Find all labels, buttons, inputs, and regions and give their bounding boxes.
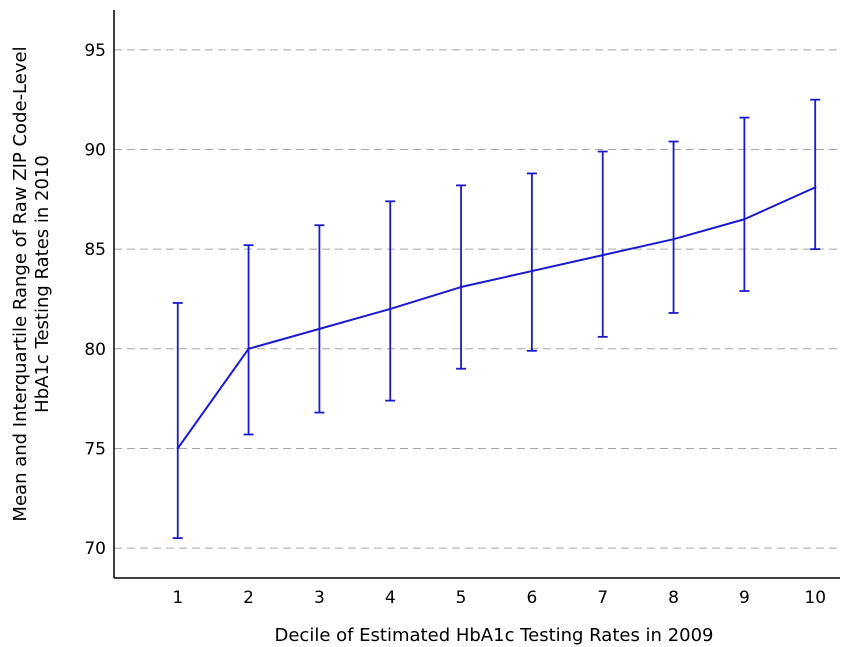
y-tick-label-95: 95 xyxy=(84,41,106,61)
x-tick-label-3: 3 xyxy=(314,588,325,608)
data-point-5 xyxy=(459,285,463,289)
data-point-4 xyxy=(389,307,392,311)
data-point-3 xyxy=(318,327,321,331)
error-bars xyxy=(172,98,821,540)
x-tick-label-5: 5 xyxy=(456,588,467,608)
y-tick-label-70: 70 xyxy=(84,539,106,559)
x-tick-label-10: 10 xyxy=(804,588,826,608)
x-tick-label-4: 4 xyxy=(385,588,396,608)
x-tick-label-7: 7 xyxy=(597,588,608,608)
x-tick-label-1: 1 xyxy=(172,588,183,608)
y-tick-label-80: 80 xyxy=(84,340,106,360)
data-point-6 xyxy=(530,269,534,273)
data-point-2 xyxy=(247,347,250,351)
grid-lines xyxy=(114,49,840,549)
data-point-10 xyxy=(814,186,817,189)
x-axis-title: Decile of Estimated HbA1c Testing Rates … xyxy=(274,625,713,646)
data-point-7 xyxy=(601,253,604,257)
series-line-0 xyxy=(176,186,816,450)
x-tick-label-2: 2 xyxy=(243,588,254,608)
x-tick-label-9: 9 xyxy=(739,588,750,608)
data-point-1 xyxy=(176,447,179,450)
y-tick-label-75: 75 xyxy=(84,439,106,459)
y-tick-labels: 70 75 80 85 90 95 xyxy=(84,41,106,559)
series-layer xyxy=(176,186,817,450)
x-tick-label-6: 6 xyxy=(526,588,537,608)
y-tick-label-90: 90 xyxy=(84,141,106,161)
y-tick-label-85: 85 xyxy=(84,240,106,260)
x-tick-labels: 1 2 3 4 5 6 7 8 9 10 xyxy=(172,588,826,608)
x-tick-label-8: 8 xyxy=(668,588,679,608)
axes xyxy=(113,10,840,579)
y-axis-title-line-2: HbA1c Testing Rates in 2010 xyxy=(32,155,53,413)
data-point-9 xyxy=(743,218,746,221)
y-axis-title-line-1: Mean and Interquartile Range of Raw ZIP … xyxy=(10,46,31,521)
data-point-8 xyxy=(672,237,675,241)
